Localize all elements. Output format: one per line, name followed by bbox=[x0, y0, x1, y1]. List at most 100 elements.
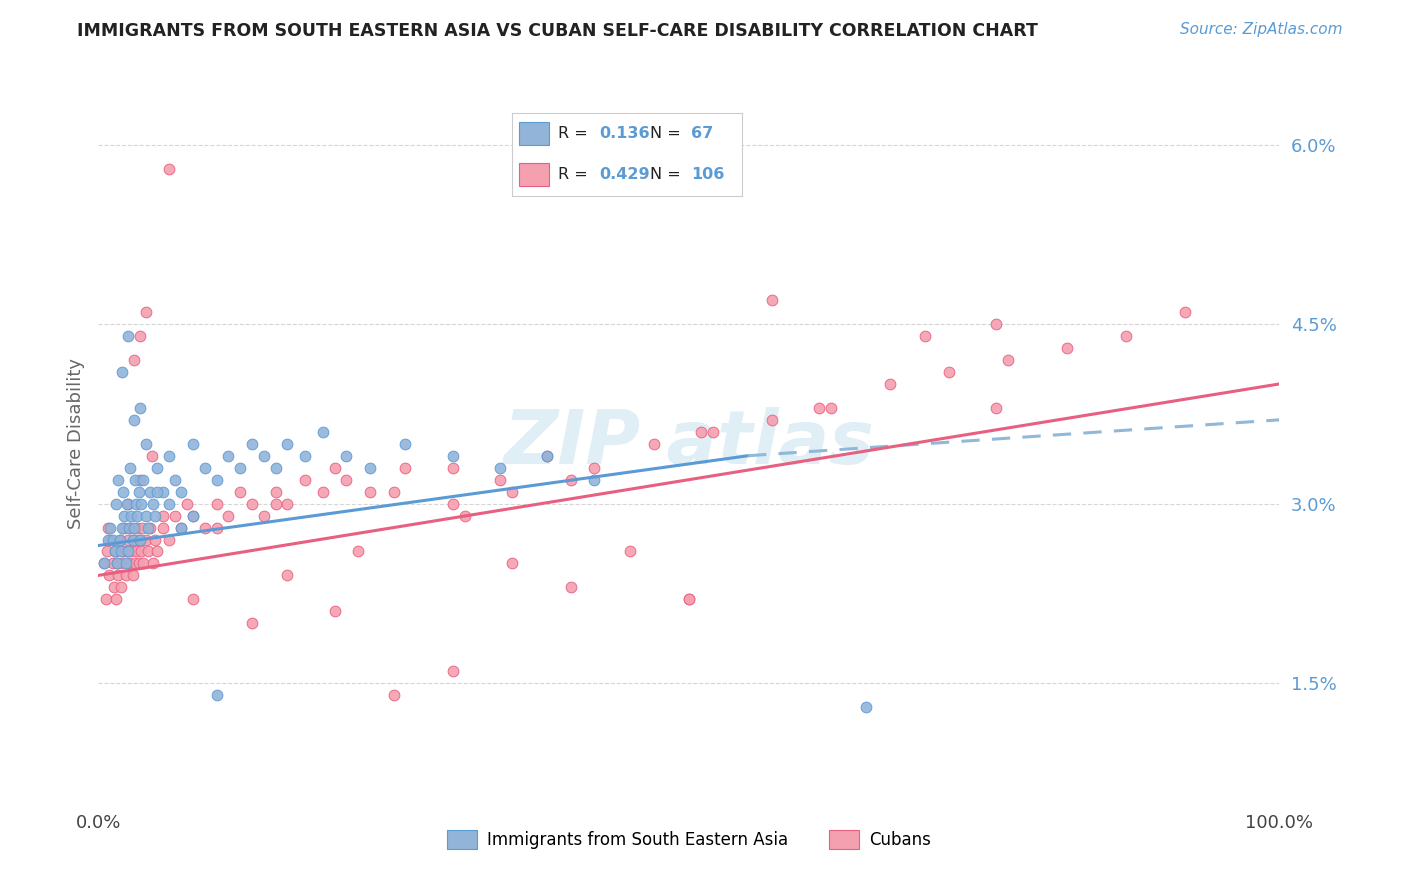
Point bbox=[276, 497, 298, 511]
Point bbox=[1174, 305, 1197, 319]
Point bbox=[135, 305, 157, 319]
Point bbox=[139, 484, 162, 499]
Point bbox=[124, 473, 146, 487]
Point bbox=[855, 700, 877, 714]
Point bbox=[111, 520, 134, 534]
Point bbox=[125, 497, 148, 511]
Point bbox=[105, 592, 128, 607]
Point bbox=[807, 401, 830, 415]
Point bbox=[108, 533, 131, 547]
Point bbox=[135, 533, 157, 547]
Point bbox=[141, 449, 163, 463]
Point bbox=[276, 437, 298, 451]
Point bbox=[135, 437, 157, 451]
Point bbox=[176, 497, 198, 511]
Point bbox=[110, 581, 132, 595]
Point bbox=[240, 497, 263, 511]
Point bbox=[323, 604, 346, 618]
Point bbox=[114, 568, 136, 582]
Point bbox=[103, 581, 125, 595]
Point bbox=[117, 329, 139, 343]
Point bbox=[93, 557, 115, 571]
Point bbox=[294, 473, 316, 487]
Point bbox=[253, 508, 276, 523]
Point bbox=[560, 581, 582, 595]
Point bbox=[143, 533, 166, 547]
Point bbox=[323, 460, 346, 475]
Point bbox=[1056, 341, 1078, 355]
Point bbox=[229, 460, 252, 475]
Point bbox=[217, 449, 239, 463]
Point bbox=[165, 508, 187, 523]
Point bbox=[139, 520, 162, 534]
Point bbox=[820, 401, 842, 415]
Point bbox=[142, 497, 165, 511]
Point bbox=[264, 484, 287, 499]
Point bbox=[136, 544, 159, 558]
Point bbox=[441, 449, 464, 463]
Point bbox=[128, 473, 150, 487]
Point bbox=[127, 520, 149, 534]
Point bbox=[560, 473, 582, 487]
Point bbox=[583, 473, 606, 487]
Point bbox=[93, 557, 115, 571]
Point bbox=[441, 664, 464, 678]
Point bbox=[441, 460, 464, 475]
Point bbox=[104, 544, 127, 558]
Point bbox=[94, 592, 117, 607]
Point bbox=[108, 533, 131, 547]
Point bbox=[335, 473, 357, 487]
Point bbox=[938, 365, 960, 379]
Point bbox=[205, 497, 228, 511]
Point bbox=[879, 376, 901, 391]
Point bbox=[101, 533, 124, 547]
Point bbox=[135, 508, 157, 523]
Point bbox=[761, 293, 783, 307]
Point bbox=[128, 329, 150, 343]
Point bbox=[359, 460, 381, 475]
Point bbox=[107, 473, 129, 487]
Point bbox=[157, 449, 180, 463]
Point bbox=[114, 557, 136, 571]
Point bbox=[347, 544, 370, 558]
Point bbox=[129, 544, 152, 558]
Point bbox=[294, 449, 316, 463]
Point bbox=[453, 508, 475, 523]
Point bbox=[111, 365, 134, 379]
Point bbox=[382, 484, 405, 499]
Point bbox=[501, 557, 523, 571]
Point bbox=[181, 592, 204, 607]
Point bbox=[105, 557, 128, 571]
Point bbox=[121, 568, 143, 582]
Point bbox=[194, 460, 217, 475]
Point bbox=[129, 497, 152, 511]
Point bbox=[489, 473, 512, 487]
Point bbox=[132, 557, 155, 571]
Point bbox=[128, 533, 150, 547]
Point bbox=[127, 508, 149, 523]
Point bbox=[689, 425, 711, 439]
Point bbox=[112, 484, 135, 499]
Point bbox=[146, 544, 169, 558]
Point bbox=[157, 161, 180, 176]
Point bbox=[181, 508, 204, 523]
Point bbox=[97, 533, 120, 547]
Point bbox=[105, 557, 128, 571]
Point bbox=[107, 568, 129, 582]
Point bbox=[394, 460, 416, 475]
Point bbox=[122, 413, 145, 427]
Point bbox=[98, 568, 121, 582]
Point bbox=[702, 425, 724, 439]
Point bbox=[489, 460, 512, 475]
Point bbox=[165, 473, 187, 487]
Point bbox=[125, 544, 148, 558]
Point bbox=[205, 473, 228, 487]
Point bbox=[984, 317, 1007, 331]
Point bbox=[146, 460, 169, 475]
Point bbox=[118, 557, 141, 571]
Point bbox=[583, 460, 606, 475]
Point bbox=[536, 449, 558, 463]
Point bbox=[96, 544, 118, 558]
Point bbox=[112, 520, 135, 534]
Legend: Immigrants from South Eastern Asia, Cubans: Immigrants from South Eastern Asia, Cuba… bbox=[440, 823, 938, 855]
